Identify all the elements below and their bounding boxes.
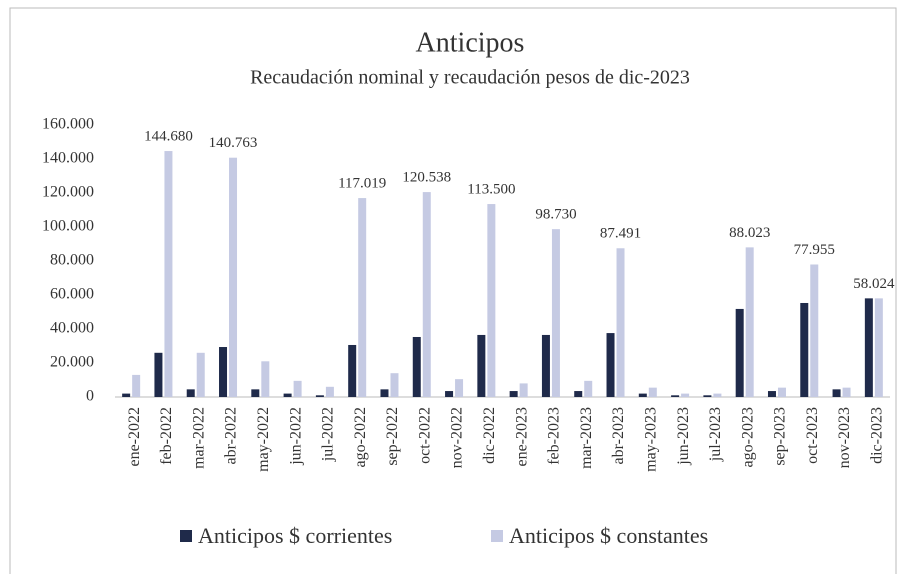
x-tick-label: oct-2023 — [804, 407, 821, 464]
bar — [325, 386, 334, 397]
bar — [648, 387, 657, 397]
x-tick-label: oct-2022 — [416, 407, 433, 464]
data-label: 98.730 — [535, 207, 576, 223]
x-tick-label: ene-2022 — [126, 407, 143, 467]
bar — [186, 389, 195, 397]
bar — [606, 333, 615, 397]
bar — [293, 380, 302, 397]
y-tick-label: 160.000 — [42, 116, 94, 133]
bar — [745, 247, 754, 397]
x-tick-label: abr-2023 — [610, 407, 627, 464]
bar — [671, 395, 680, 397]
bar — [551, 229, 560, 397]
bar — [767, 391, 776, 397]
x-tick-label: dic-2023 — [869, 407, 886, 464]
x-tick-label: mar-2022 — [190, 407, 207, 469]
x-tick-label: jul-2023 — [707, 407, 724, 462]
bar — [261, 361, 270, 397]
bar — [196, 352, 205, 397]
bar — [348, 344, 357, 397]
x-tick-label: ago-2023 — [739, 407, 756, 467]
data-label: 88.023 — [729, 225, 770, 241]
bar — [358, 198, 367, 397]
bar — [487, 204, 496, 397]
bar — [713, 393, 722, 397]
x-tick-label: may-2023 — [642, 407, 659, 472]
x-tick-label: nov-2023 — [836, 407, 853, 468]
data-label: 87.491 — [600, 226, 641, 242]
bar — [638, 393, 647, 397]
x-tick-label: jun-2023 — [675, 407, 692, 466]
data-label: 117.019 — [338, 176, 386, 192]
bar — [412, 336, 421, 397]
chart-title: Anticipos — [416, 27, 525, 58]
bar — [584, 380, 593, 397]
data-label: 113.500 — [467, 181, 515, 197]
data-label: 77.955 — [794, 242, 835, 258]
bar — [874, 298, 883, 397]
bar — [864, 298, 873, 397]
y-tick-label: 80.000 — [50, 252, 94, 269]
bar — [251, 389, 260, 397]
bar — [519, 383, 528, 397]
bar — [832, 389, 841, 397]
bar — [509, 391, 518, 397]
bar — [445, 391, 454, 397]
bar — [229, 157, 238, 397]
bar — [122, 393, 131, 397]
bar — [164, 151, 173, 397]
bar — [735, 308, 744, 397]
x-tick-label: ene-2023 — [513, 407, 530, 467]
bar — [703, 395, 712, 397]
bar — [132, 374, 141, 397]
x-tick-label: mar-2023 — [578, 407, 595, 469]
bar — [315, 395, 324, 397]
bar — [390, 373, 399, 397]
bar — [616, 248, 625, 397]
x-tick-label: feb-2022 — [158, 407, 175, 465]
x-tick-label: abr-2022 — [223, 407, 240, 464]
bar — [574, 391, 583, 397]
x-tick-label: ago-2022 — [352, 407, 369, 467]
x-tick-label: may-2022 — [255, 407, 272, 472]
chart-frame — [9, 7, 897, 579]
data-label: 58.024 — [853, 276, 895, 292]
data-label: 120.538 — [402, 170, 451, 186]
bar — [842, 387, 851, 397]
legend-label: Anticipos $ constantes — [509, 523, 708, 548]
x-tick-label: feb-2023 — [546, 407, 563, 465]
y-tick-label: 40.000 — [50, 320, 94, 337]
chart-subtitle: Recaudación nominal y recaudación pesos … — [250, 67, 690, 89]
x-tick-label: sep-2023 — [772, 407, 789, 466]
data-label: 144.680 — [144, 128, 193, 144]
y-tick-label: 120.000 — [42, 184, 94, 201]
bar — [154, 352, 163, 397]
bar — [422, 192, 431, 397]
bar — [541, 334, 550, 397]
bar — [455, 379, 464, 397]
x-tick-label: nov-2022 — [449, 407, 466, 468]
bar — [477, 334, 486, 397]
x-tick-label: jul-2022 — [320, 407, 337, 462]
legend-swatch — [491, 530, 503, 542]
y-tick-label: 0 — [86, 388, 94, 405]
y-tick-label: 140.000 — [42, 150, 94, 167]
bar — [777, 387, 786, 397]
x-tick-label: dic-2022 — [481, 407, 498, 464]
y-tick-label: 100.000 — [42, 218, 94, 235]
x-tick-label: jun-2022 — [287, 407, 304, 466]
bar — [800, 302, 809, 397]
y-tick-label: 60.000 — [50, 286, 94, 303]
legend-swatch — [180, 530, 192, 542]
data-label: 140.763 — [209, 135, 258, 151]
bar — [380, 389, 389, 397]
legend-label: Anticipos $ corrientes — [198, 523, 392, 548]
x-tick-label: sep-2022 — [384, 407, 401, 466]
bar — [283, 393, 292, 397]
bar — [681, 393, 690, 397]
y-tick-label: 20.000 — [50, 354, 94, 371]
bar — [810, 264, 819, 397]
bar — [219, 347, 228, 397]
